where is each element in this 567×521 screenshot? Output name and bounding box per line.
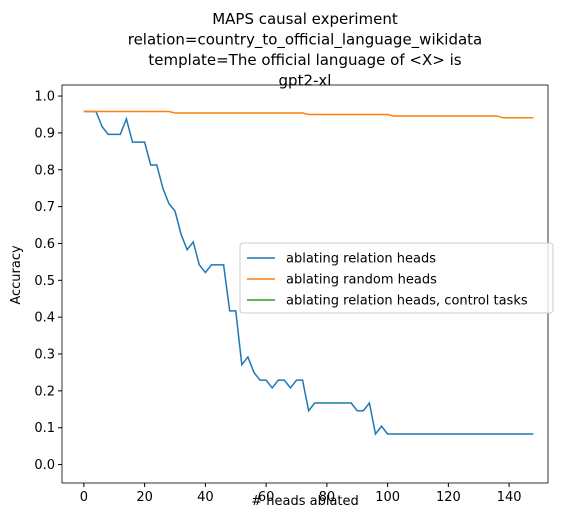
chart-title: template=The official language of <X> is — [148, 51, 461, 69]
x-tick-label: 40 — [197, 490, 214, 505]
y-tick-label: 0.6 — [34, 237, 55, 252]
legend-box — [239, 242, 554, 314]
y-tick-label: 0.2 — [34, 384, 55, 399]
y-axis-label: Accuracy — [9, 245, 24, 305]
x-tick-label: 0 — [80, 490, 88, 505]
y-tick-label: 0.5 — [34, 274, 55, 289]
legend-label: ablating relation heads, control tasks — [286, 294, 528, 309]
x-tick-label: 120 — [436, 490, 461, 505]
x-tick-label: 100 — [375, 490, 400, 505]
y-tick-label: 0.9 — [34, 126, 55, 141]
y-tick-label: 0.1 — [34, 421, 55, 436]
y-tick-label: 0.0 — [34, 458, 55, 473]
y-tick-label: 0.7 — [34, 200, 55, 215]
legend-label: ablating random heads — [286, 273, 437, 288]
line-series — [83, 110, 534, 436]
chart-title: MAPS causal experiment — [212, 10, 398, 28]
x-tick-label: 140 — [497, 490, 522, 505]
y-tick-label: 0.4 — [34, 311, 55, 326]
y-tick-label: 0.3 — [34, 348, 55, 363]
chart-title: relation=country_to_official_language_wi… — [128, 31, 483, 50]
legend-label: ablating relation heads — [286, 252, 436, 267]
line-series — [83, 110, 534, 119]
x-tick-label: 60 — [258, 490, 275, 505]
y-tick-label: 1.0 — [34, 90, 55, 105]
x-axis-label: # heads ablated — [251, 494, 359, 509]
x-tick-label: 80 — [319, 490, 336, 505]
chart-title: gpt2-xl — [279, 72, 332, 90]
legend: ablating relation heads ablating random h… — [239, 242, 554, 314]
x-tick-label: 20 — [136, 490, 153, 505]
y-tick-label: 0.8 — [34, 163, 55, 178]
